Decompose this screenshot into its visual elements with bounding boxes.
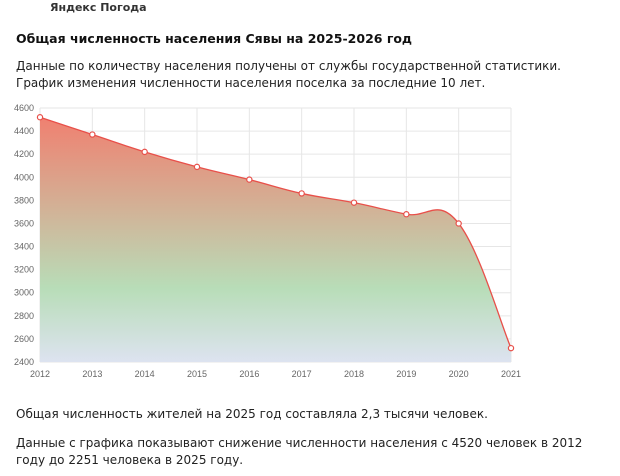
y-tick-label: 3800 [14,195,34,205]
data-point [298,190,305,197]
y-tick-label: 2800 [14,311,34,321]
y-tick-label: 3000 [14,288,34,298]
x-tick-label: 2018 [344,369,364,379]
intro-line-2: График изменения численности населения п… [16,76,486,90]
y-tick-label: 3600 [14,218,34,228]
data-point [507,344,515,352]
data-point [36,114,44,121]
data-point [455,220,462,227]
data-point [403,211,410,218]
data-point [193,163,201,171]
y-tick-label: 4400 [14,126,34,136]
y-tick-label: 3200 [14,265,34,275]
conclusion-line-1: Данные с графика показывают снижение чис… [16,436,583,450]
intro-line-1: Данные по количеству населения получены … [16,59,561,73]
page-title: Общая численность населения Сявы на 2025… [16,31,413,46]
data-point [89,131,96,138]
population-chart: 2400 2600 2800 3000 3200 3400 3600 3800 4000 4200… [14,103,521,379]
summary-text: Общая численность жителей на 2025 год со… [16,407,488,421]
brand-logo-text[interactable]: Яндекс Погода [50,1,147,14]
data-point [141,148,148,156]
x-tick-label: 2016 [239,369,259,379]
data-point [350,199,358,206]
x-tick-label: 2019 [396,369,416,379]
x-tick-label: 2017 [292,369,312,379]
y-tick-label: 4600 [14,103,34,113]
series-line [39,116,512,349]
data-point [246,176,253,183]
x-tick-label: 2015 [187,369,207,379]
conclusion-line-2: году до 2251 человека в 2025 году. [16,453,244,467]
area-fill [40,117,511,363]
y-tick-label: 2600 [14,334,34,344]
x-tick-label: 2021 [501,369,521,379]
x-tick-label: 2012 [30,369,50,379]
y-tick-label: 4000 [14,172,34,182]
y-tick-label: 4200 [14,149,34,159]
x-tick-label: 2014 [135,369,155,379]
y-tick-label: 3400 [14,242,34,252]
y-tick-label: 2400 [14,357,34,367]
x-tick-label: 2020 [449,369,469,379]
x-tick-label: 2013 [82,369,102,379]
